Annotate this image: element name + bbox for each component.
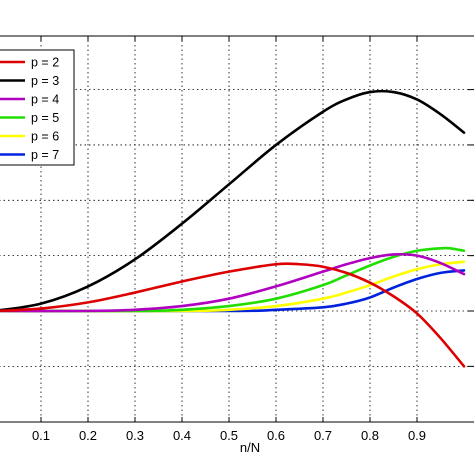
x-tick-label: 0.6 <box>267 428 285 443</box>
series-line-p-5 <box>0 246 466 313</box>
x-axis-title: n/N <box>240 440 260 455</box>
series-line-p-3 <box>0 89 466 312</box>
series-lines <box>0 89 466 368</box>
legend-label: p = 2 <box>31 56 59 70</box>
legend: p = 2 p = 3 p = 4 p = 5 p = 6 p = 7 <box>0 49 75 166</box>
plot-area <box>0 35 474 423</box>
legend-label: p = 5 <box>31 111 59 125</box>
x-tick-label: 0.2 <box>79 428 97 443</box>
x-tick-labels: 0.1 0.2 0.3 0.4 0.5 0.6 0.7 0.8 0.9 <box>32 428 426 443</box>
x-tick-label: 0.9 <box>408 428 426 443</box>
x-tick-label: 0.4 <box>173 428 191 443</box>
series-line-p-2 <box>0 262 466 368</box>
legend-label: p = 4 <box>31 93 59 107</box>
x-tick-label: 0.3 <box>126 428 144 443</box>
legend-label: p = 6 <box>31 130 59 144</box>
legend-label: p = 3 <box>31 74 59 88</box>
x-tick-label: 0.1 <box>32 428 50 443</box>
legend-label: p = 7 <box>31 148 59 162</box>
series-line-p-4 <box>0 252 466 313</box>
axis-ticks <box>40 36 474 422</box>
series-line-p-6 <box>0 260 466 313</box>
x-tick-label: 0.8 <box>361 428 379 443</box>
legend-box <box>0 49 75 166</box>
x-tick-label: 0.5 <box>220 428 238 443</box>
x-tick-label: 0.7 <box>314 428 332 443</box>
